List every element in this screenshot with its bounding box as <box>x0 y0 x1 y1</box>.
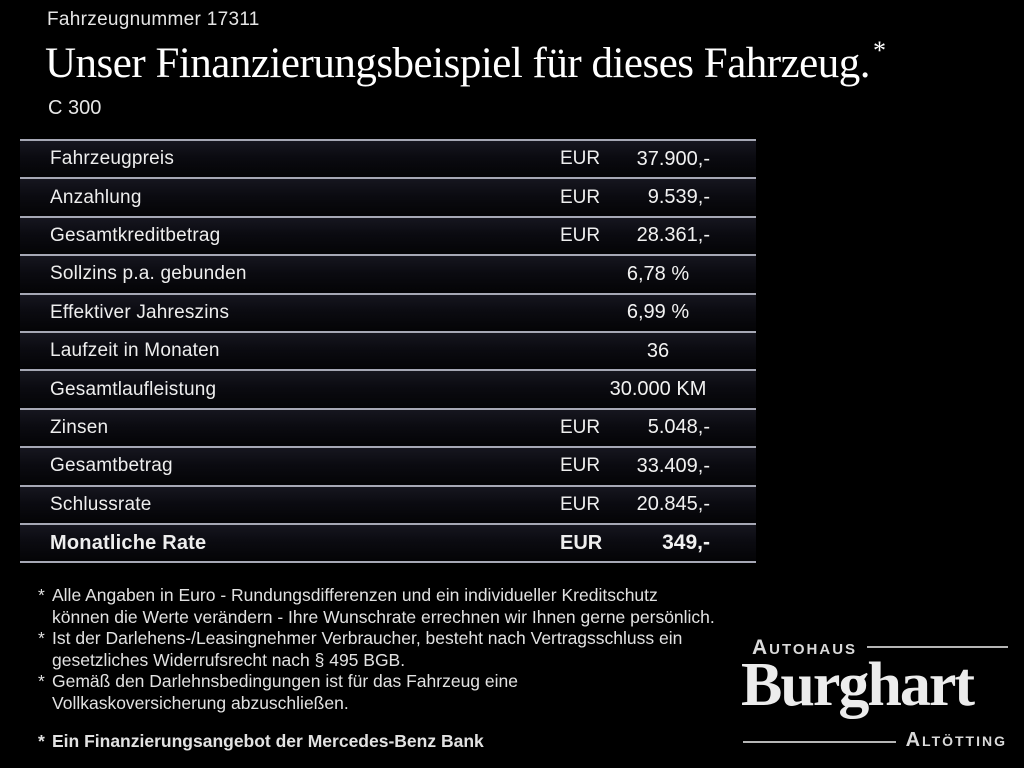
table-row-schlussrate: Schlussrate EUR 20.845,- <box>20 484 756 523</box>
row-label: Fahrzeugpreis <box>50 148 175 170</box>
dealer-logo-name: Burghart <box>741 651 975 719</box>
row-value: 30.000 KM <box>609 378 707 401</box>
table-row-fahrzeugpreis: Fahrzeugpreis EUR 37.900,- <box>20 139 756 178</box>
footnote-line: Gemäß den Darlehnsbedingungen ist für da… <box>52 671 518 692</box>
row-label: Gesamtbetrag <box>50 455 173 477</box>
row-value: 6,78 % <box>626 262 690 285</box>
row-value-area: EUR 20.845,- <box>560 493 756 516</box>
row-value-area: 30.000 KM <box>560 378 756 401</box>
footnote-line: Alle Angaben in Euro - Rundungsdifferenz… <box>52 585 658 605</box>
row-label: Laufzeit in Monaten <box>50 340 220 362</box>
footnote-marker: * <box>38 585 45 605</box>
footnote-withdrawal-right: * Ist der Darlehens-/Leasingnehmer Verbr… <box>38 628 768 671</box>
row-label: Zinsen <box>50 416 109 438</box>
currency-label: EUR <box>560 416 601 438</box>
dealer-logo-city-label: Altötting <box>905 729 1007 751</box>
dealer-logo-bottom: Altötting <box>743 729 1007 751</box>
footnote-marker: * <box>38 730 45 751</box>
finance-table: Fahrzeugpreis EUR 37.900,- Anzahlung EUR… <box>20 139 756 564</box>
footnotes: * Alle Angaben in Euro - Rundungsdiffere… <box>38 585 768 752</box>
row-value-area: 36 <box>560 340 756 363</box>
footnote-marker: * <box>38 628 45 649</box>
footnote-insurance: * Gemäß den Darlehnsbedingungen ist für … <box>38 671 768 714</box>
vehicle-number: Fahrzeugnummer 17311 <box>47 9 260 30</box>
footnote-line: Ist der Darlehens-/Leasingnehmer Verbrau… <box>52 628 683 649</box>
row-label: Anzahlung <box>50 186 142 208</box>
currency-label: EUR <box>560 224 601 246</box>
currency-label: EUR <box>560 531 603 554</box>
row-label: Gesamtkreditbetrag <box>50 224 221 246</box>
footnote-line: Vollkaskoversicherung abzuschließen. <box>52 692 349 713</box>
table-row-monatliche-rate: Monatliche Rate EUR 349,- <box>20 522 756 562</box>
row-value-area: EUR 33.409,- <box>560 455 756 478</box>
table-row-sollzins: Sollzins p.a. gebunden 6,78 % <box>20 254 756 293</box>
currency-label: EUR <box>560 493 601 515</box>
financing-offer-text: Ein Finanzierungsangebot der Mercedes-Be… <box>52 730 484 751</box>
row-label: Monatliche Rate <box>50 531 207 554</box>
row-value: 37.900,- <box>636 147 710 170</box>
dealer-logo-autohaus-label: Autohaus <box>752 636 858 659</box>
vehicle-model: C 300 <box>48 97 102 119</box>
logo-bottom-rule <box>743 741 896 743</box>
currency-label: EUR <box>560 186 601 208</box>
table-row-gesamtbetrag: Gesamtbetrag EUR 33.409,- <box>20 446 756 485</box>
title-asterisk: * <box>873 36 886 65</box>
row-value: 6,99 % <box>626 301 690 324</box>
row-label: Gesamtlaufleistung <box>50 378 217 400</box>
table-row-gesamtkreditbetrag: Gesamtkreditbetrag EUR 28.361,- <box>20 215 756 255</box>
footnote-rounding: * Alle Angaben in Euro - Rundungsdiffere… <box>38 585 768 628</box>
table-row-effektiver-jahreszins: Effektiver Jahreszins 6,99 % <box>20 292 756 331</box>
table-row-laufzeit: Laufzeit in Monaten 36 <box>20 330 756 370</box>
row-value-area: 6,78 % <box>560 263 756 286</box>
page-title-text: Unser Finanzierungsbeispiel für dieses F… <box>45 40 871 87</box>
currency-label: EUR <box>560 148 601 170</box>
page-title: Unser Finanzierungsbeispiel für dieses F… <box>45 36 886 88</box>
row-value-area: EUR 349,- <box>560 531 756 555</box>
row-value: 33.409,- <box>636 454 710 477</box>
footnote-financing-offer: * Ein Finanzierungsangebot der Mercedes-… <box>38 731 768 753</box>
row-value: 5.048,- <box>647 416 710 439</box>
row-value: 28.361,- <box>636 224 710 247</box>
row-value-area: EUR 9.539,- <box>560 186 756 209</box>
row-value: 9.539,- <box>647 186 710 209</box>
table-row-anzahlung: Anzahlung EUR 9.539,- <box>20 177 756 216</box>
row-value: 349,- <box>662 531 710 555</box>
table-row-zinsen: Zinsen EUR 5.048,- <box>20 407 756 447</box>
row-value-area: EUR 28.361,- <box>560 224 756 247</box>
logo-top-rule <box>867 646 1008 648</box>
row-value-area: EUR 5.048,- <box>560 416 756 439</box>
row-label: Sollzins p.a. gebunden <box>50 263 247 285</box>
row-label: Effektiver Jahreszins <box>50 301 230 323</box>
currency-label: EUR <box>560 455 601 477</box>
row-value-area: EUR 37.900,- <box>560 148 756 171</box>
row-value: 20.845,- <box>636 493 710 516</box>
footnote-line: gesetzliches Widerrufsrecht nach § 495 B… <box>52 649 406 670</box>
dealer-logo-top: Autohaus <box>752 637 1008 659</box>
footnote-marker: * <box>38 671 45 692</box>
footnote-line: können die Werte verändern - Ihre Wunsch… <box>52 606 715 627</box>
table-row-gesamtlaufleistung: Gesamtlaufleistung 30.000 KM <box>20 369 756 408</box>
row-value-area: 6,99 % <box>560 301 756 324</box>
row-label: Schlussrate <box>50 493 152 515</box>
row-value: 36 <box>646 339 670 362</box>
